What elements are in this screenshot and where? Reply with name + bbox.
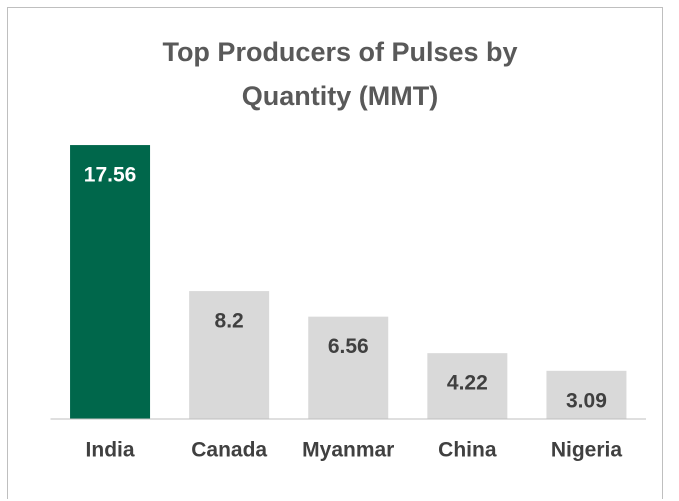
x-tick-label: India bbox=[86, 439, 135, 462]
bar bbox=[427, 353, 508, 419]
x-tick-label: China bbox=[438, 439, 497, 462]
x-tick-label: Canada bbox=[191, 439, 267, 462]
x-tick-label: Myanmar bbox=[302, 439, 394, 462]
data-label: 3.09 bbox=[566, 389, 607, 412]
bar bbox=[70, 145, 151, 419]
data-label: 17.56 bbox=[84, 164, 137, 187]
data-label: 4.22 bbox=[447, 372, 488, 395]
chart-frame bbox=[7, 7, 663, 499]
bar bbox=[546, 370, 627, 419]
data-label: 8.2 bbox=[215, 310, 244, 333]
bar bbox=[308, 316, 389, 419]
x-tick-label: Nigeria bbox=[551, 439, 623, 462]
data-label: 6.56 bbox=[328, 335, 369, 358]
bar bbox=[189, 291, 270, 419]
chart-title: Top Producers of Pulses by Quantity (MMT… bbox=[162, 37, 518, 111]
